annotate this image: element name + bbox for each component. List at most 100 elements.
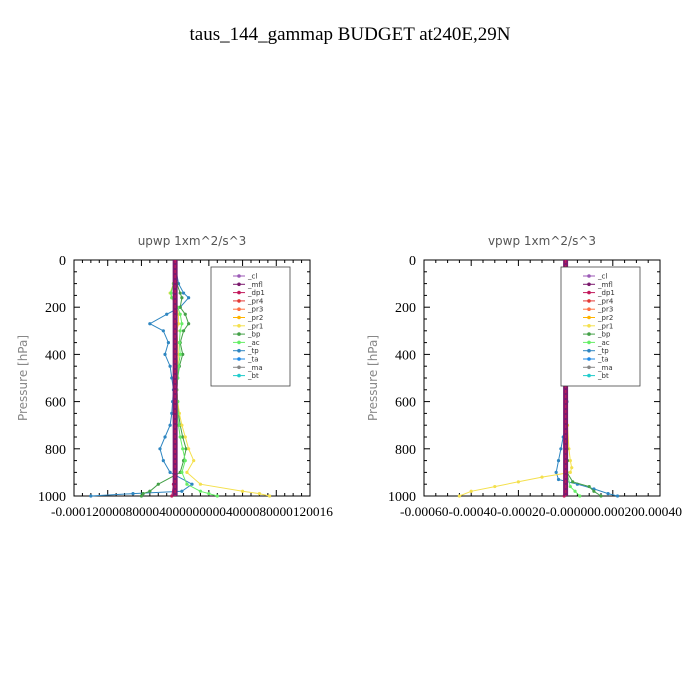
data-point	[176, 364, 181, 368]
data-point	[556, 459, 561, 463]
y-tick-label: 600	[45, 396, 66, 411]
data-point	[156, 482, 160, 486]
legend: _cl_mfl_dp1_pr4_pr3_pr2_pr1_bp_ac_tp_ta_…	[210, 266, 291, 387]
data-point	[139, 494, 144, 498]
legend: _cl_mfl_dp1_pr4_pr3_pr2_pr1_bp_ac_tp_ta_…	[560, 266, 641, 387]
data-point	[168, 470, 172, 474]
y-tick-label: 600	[395, 396, 416, 411]
y-tick-label: 1000	[38, 490, 66, 505]
y-tick-label: 400	[395, 348, 416, 363]
data-point	[185, 482, 189, 486]
data-point	[148, 322, 152, 326]
legend-label: _ta	[247, 356, 259, 364]
legend-label: _tp	[247, 347, 259, 355]
legend-marker	[587, 290, 591, 295]
data-point	[131, 492, 135, 496]
legend-marker	[237, 357, 241, 361]
y-tick-label: 400	[45, 348, 66, 363]
data-point	[578, 494, 582, 498]
data-point	[568, 484, 572, 489]
data-point	[556, 477, 561, 482]
data-point	[161, 329, 165, 333]
x-tick-labels: -0.0001200008000040000000004000080000120…	[51, 504, 333, 519]
legend-label: _pr1	[247, 322, 263, 330]
data-point	[165, 312, 169, 316]
data-point	[141, 492, 145, 496]
data-point	[183, 312, 187, 316]
series-line-bp	[140, 264, 190, 497]
data-point	[599, 494, 603, 498]
legend-marker	[587, 340, 591, 345]
series-line-pr1	[459, 264, 573, 497]
y-tick-label: 0	[59, 254, 66, 269]
data-point	[568, 470, 572, 474]
legend-marker	[587, 332, 591, 336]
y-ticks: 0 200 400 600 800 1000	[38, 254, 310, 505]
data-point	[198, 482, 203, 486]
data-point	[178, 305, 182, 309]
legend-label: _cl	[247, 273, 257, 281]
data-point	[187, 322, 191, 326]
data-point	[267, 494, 272, 498]
data-point	[181, 435, 185, 439]
data-point	[257, 492, 262, 496]
data-point	[180, 470, 184, 474]
data-point	[163, 435, 167, 439]
data-point	[178, 435, 182, 439]
legend-label: _ta	[597, 356, 609, 364]
panel-title: vpwp 1xm^2/s^3	[488, 234, 596, 248]
legend-marker	[587, 315, 591, 320]
x-ticks	[423, 260, 661, 496]
y-tick-label: 200	[45, 301, 66, 316]
legend-marker	[587, 348, 591, 353]
data-point	[176, 322, 181, 326]
data-point	[176, 423, 181, 427]
legend-marker	[237, 332, 241, 336]
y-tick-label: 800	[395, 443, 416, 458]
data-point	[240, 489, 245, 493]
legend-label: _dp1	[247, 289, 265, 297]
data-point	[170, 411, 174, 415]
legend-label: _bt	[247, 372, 259, 380]
data-point	[170, 376, 174, 380]
legend-label: _bp	[247, 331, 261, 339]
data-point	[192, 459, 196, 463]
data-point	[180, 423, 184, 427]
legend-label: _mfl	[597, 281, 613, 289]
legend-marker	[237, 348, 241, 353]
data-point	[170, 296, 174, 300]
x-tick-labels: -0.00060-0.00040-0.00020-0.000000.000200…	[400, 504, 682, 519]
y-tick-label: 1000	[388, 490, 416, 505]
data-point	[183, 459, 187, 463]
data-point	[181, 329, 186, 333]
legend-marker	[587, 373, 591, 378]
data-point	[587, 484, 591, 489]
y-tick-label: 0	[409, 254, 416, 269]
legend-label: _ac	[597, 339, 610, 347]
legend-marker	[587, 324, 591, 328]
data-point	[178, 329, 182, 333]
legend-label: _pr4	[247, 297, 264, 305]
data-point	[181, 447, 185, 451]
y-axis-label: Pressure [hPa]	[16, 335, 30, 421]
data-point	[207, 492, 211, 496]
data-point	[184, 447, 188, 451]
data-point	[89, 494, 93, 498]
data-point	[180, 296, 184, 300]
data-point	[457, 494, 461, 498]
data-point	[169, 291, 173, 295]
legend-marker	[237, 307, 241, 312]
legend-marker	[237, 315, 241, 320]
data-point	[181, 291, 186, 295]
data-point	[493, 484, 497, 489]
y-tick-label: 200	[395, 301, 416, 316]
legend-label: _ma	[597, 364, 613, 372]
legend-label: _tp	[597, 347, 609, 355]
data-point	[168, 423, 172, 427]
data-point	[178, 312, 182, 316]
data-point	[540, 475, 544, 479]
y-tick-label: 800	[45, 443, 66, 458]
legend-label: _dp1	[597, 289, 615, 297]
legend-label: _pr2	[597, 314, 613, 322]
